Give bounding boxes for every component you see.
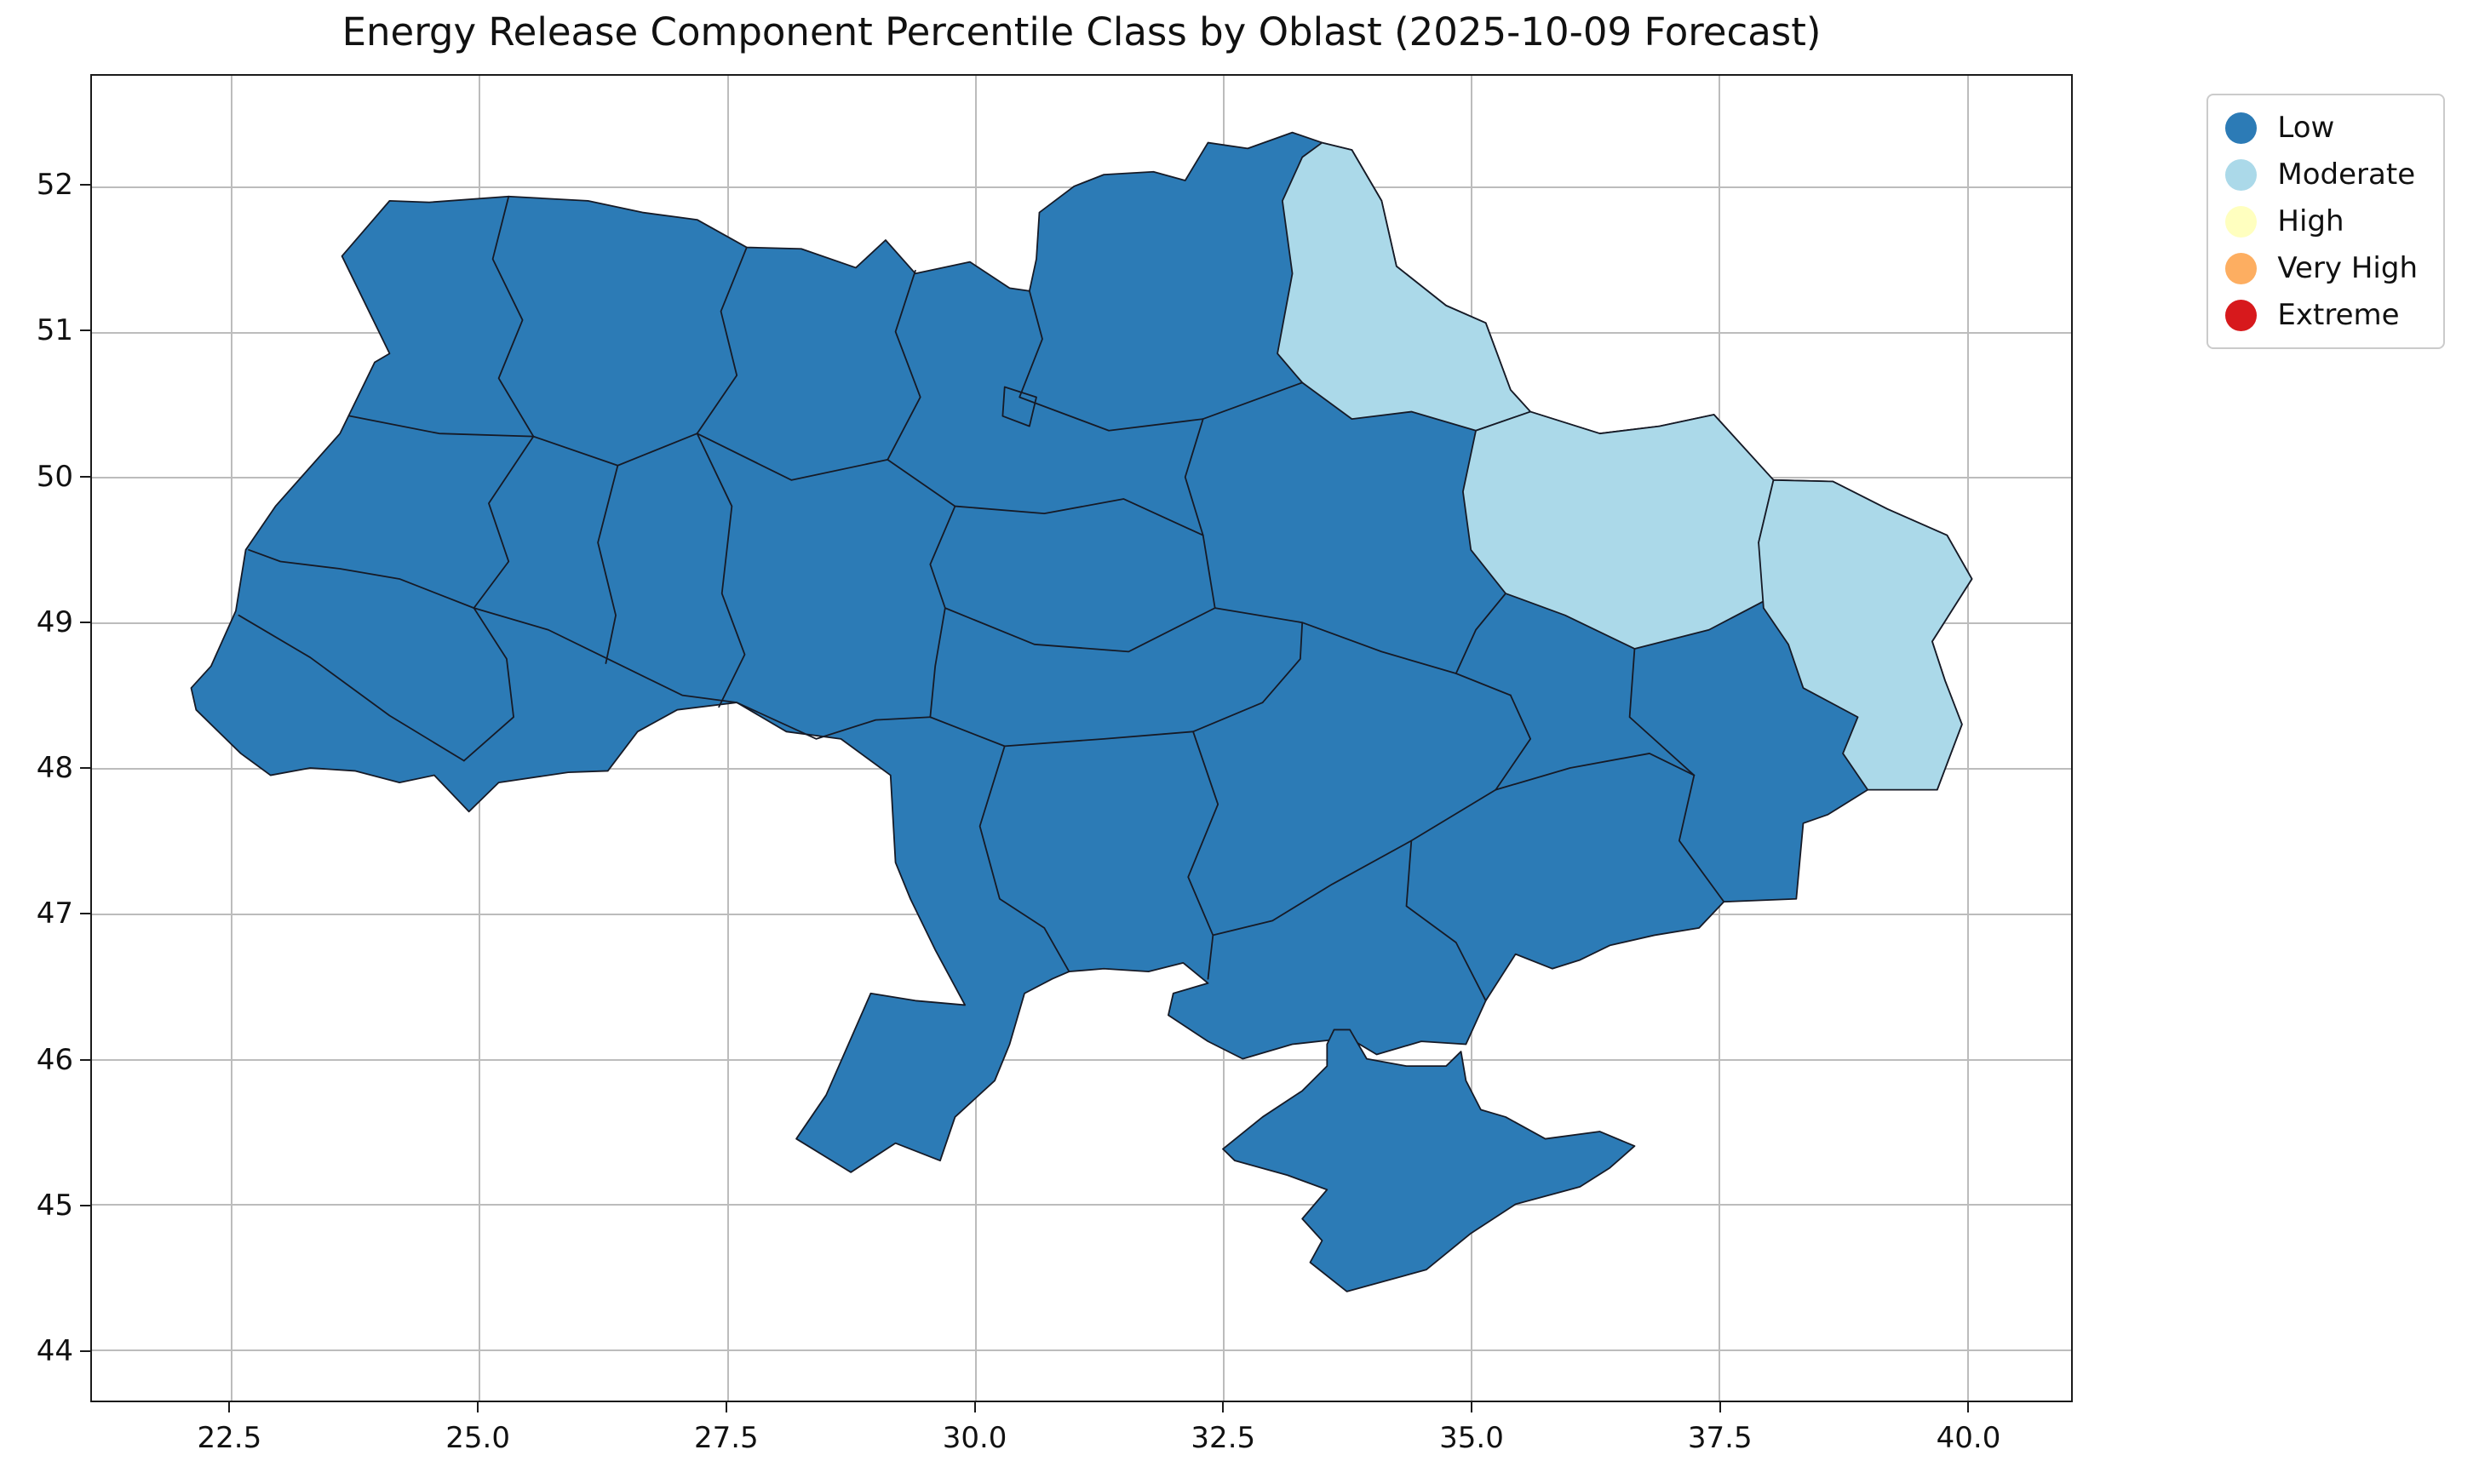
- legend-marker-icon: [2225, 205, 2258, 238]
- x-tick-mark: [1222, 1402, 1225, 1412]
- x-tick-mark: [1471, 1402, 1472, 1412]
- legend-entry-extreme: Extreme: [2225, 298, 2418, 332]
- y-tick-label: 45: [36, 1188, 73, 1223]
- oblast-border-line: [473, 437, 533, 609]
- legend-entry-very-high: Very High: [2225, 251, 2418, 285]
- y-tick-label: 50: [36, 459, 73, 494]
- y-tick-label: 49: [36, 604, 73, 639]
- x-tick-label: 22.5: [197, 1421, 262, 1455]
- x-tick-label: 27.5: [693, 1421, 759, 1455]
- y-tick-label: 44: [36, 1334, 73, 1369]
- legend-marker-icon: [2225, 252, 2258, 284]
- oblast-border-line: [1630, 649, 1695, 776]
- x-tick-label: 32.5: [1191, 1421, 1256, 1455]
- oblast-border-line: [598, 466, 617, 663]
- oblast-border-line: [737, 702, 930, 739]
- legend-label: Very High: [2277, 251, 2418, 285]
- x-tick-label: 30.0: [942, 1421, 1007, 1455]
- region-sumy: [1277, 143, 1530, 431]
- x-tick-label: 40.0: [1936, 1421, 2001, 1455]
- oblast-border-line: [887, 271, 920, 460]
- oblast-border-line: [1456, 593, 1506, 673]
- y-tick-mark: [80, 621, 90, 623]
- oblast-border-line: [493, 197, 534, 437]
- oblast-border-line: [1188, 731, 1218, 978]
- y-tick-mark: [80, 475, 90, 478]
- oblast-border-line: [1495, 753, 1694, 790]
- legend-marker-icon: [2225, 112, 2258, 144]
- x-tick-mark: [1719, 1402, 1721, 1412]
- legend: Low Moderate High Very High Extreme: [2206, 94, 2445, 349]
- y-tick-label: 46: [36, 1042, 73, 1077]
- oblast-border-line: [980, 746, 1070, 971]
- plot-area: [90, 74, 2073, 1402]
- region-luhansk: [1759, 480, 1971, 790]
- oblast-border-line: [1679, 776, 1724, 902]
- oblast-border-line: [1185, 419, 1215, 608]
- x-tick-mark: [228, 1402, 231, 1412]
- region-kharkiv: [1463, 412, 1778, 649]
- legend-label: Low: [2277, 111, 2335, 145]
- oblast-border-line: [473, 608, 737, 702]
- y-tick-mark: [80, 767, 90, 770]
- x-tick-mark: [973, 1402, 976, 1412]
- oblast-border-line: [930, 702, 1262, 746]
- oblast-border-line: [697, 433, 888, 480]
- region-crimea: [1223, 1029, 1634, 1291]
- y-tick-mark: [80, 1204, 90, 1206]
- oblast-border-line: [238, 616, 463, 761]
- y-tick-mark: [80, 1350, 90, 1353]
- oblast-border-line: [1002, 387, 1036, 427]
- legend-label: Moderate: [2277, 158, 2416, 192]
- oblast-border-line: [249, 550, 473, 608]
- y-tick-label: 51: [36, 313, 73, 348]
- x-tick-label: 25.0: [445, 1421, 510, 1455]
- x-tick-mark: [1967, 1402, 1970, 1412]
- chart-title: Energy Release Component Percentile Clas…: [341, 9, 1822, 54]
- y-tick-label: 52: [36, 168, 73, 203]
- y-tick-label: 47: [36, 897, 73, 931]
- x-tick-label: 37.5: [1687, 1421, 1753, 1455]
- oblast-border-line: [464, 608, 514, 760]
- y-tick-label: 48: [36, 751, 73, 786]
- oblast-border-line: [1495, 696, 1530, 790]
- x-tick-mark: [725, 1402, 727, 1412]
- x-tick-mark: [477, 1402, 479, 1412]
- legend-entry-moderate: Moderate: [2225, 158, 2418, 192]
- oblast-border-line: [1263, 622, 1303, 702]
- y-tick-mark: [80, 329, 90, 332]
- oblast-border-line: [887, 460, 1202, 536]
- legend-label: High: [2277, 204, 2344, 238]
- oblast-border-line: [1213, 790, 1495, 936]
- gridline-vertical: [1966, 76, 1969, 1401]
- y-tick-mark: [80, 184, 90, 186]
- region-mainland-low: [191, 133, 1971, 1172]
- oblast-border-line: [350, 416, 534, 437]
- legend-marker-icon: [2225, 158, 2258, 191]
- x-tick-label: 35.0: [1439, 1421, 1504, 1455]
- gridline-horizontal: [92, 1204, 2071, 1206]
- ukraine-choropleth-map: [92, 76, 2071, 1401]
- oblast-border-line: [697, 248, 747, 434]
- oblast-border-line: [1019, 291, 1302, 431]
- gridline-horizontal: [92, 1349, 2071, 1352]
- y-tick-mark: [80, 913, 90, 915]
- oblast-border-line: [945, 608, 1215, 651]
- oblast-border-line: [930, 507, 955, 718]
- legend-label: Extreme: [2277, 298, 2400, 332]
- y-tick-mark: [80, 1058, 90, 1061]
- gridline-horizontal: [92, 1058, 2071, 1061]
- gridline-vertical: [726, 76, 729, 1401]
- legend-entry-high: High: [2225, 204, 2418, 238]
- legend-entry-low: Low: [2225, 111, 2418, 145]
- oblast-border-line: [1407, 840, 1486, 1000]
- oblast-border-line: [1215, 608, 1511, 695]
- oblast-border-line: [697, 433, 745, 707]
- legend-marker-icon: [2225, 299, 2258, 331]
